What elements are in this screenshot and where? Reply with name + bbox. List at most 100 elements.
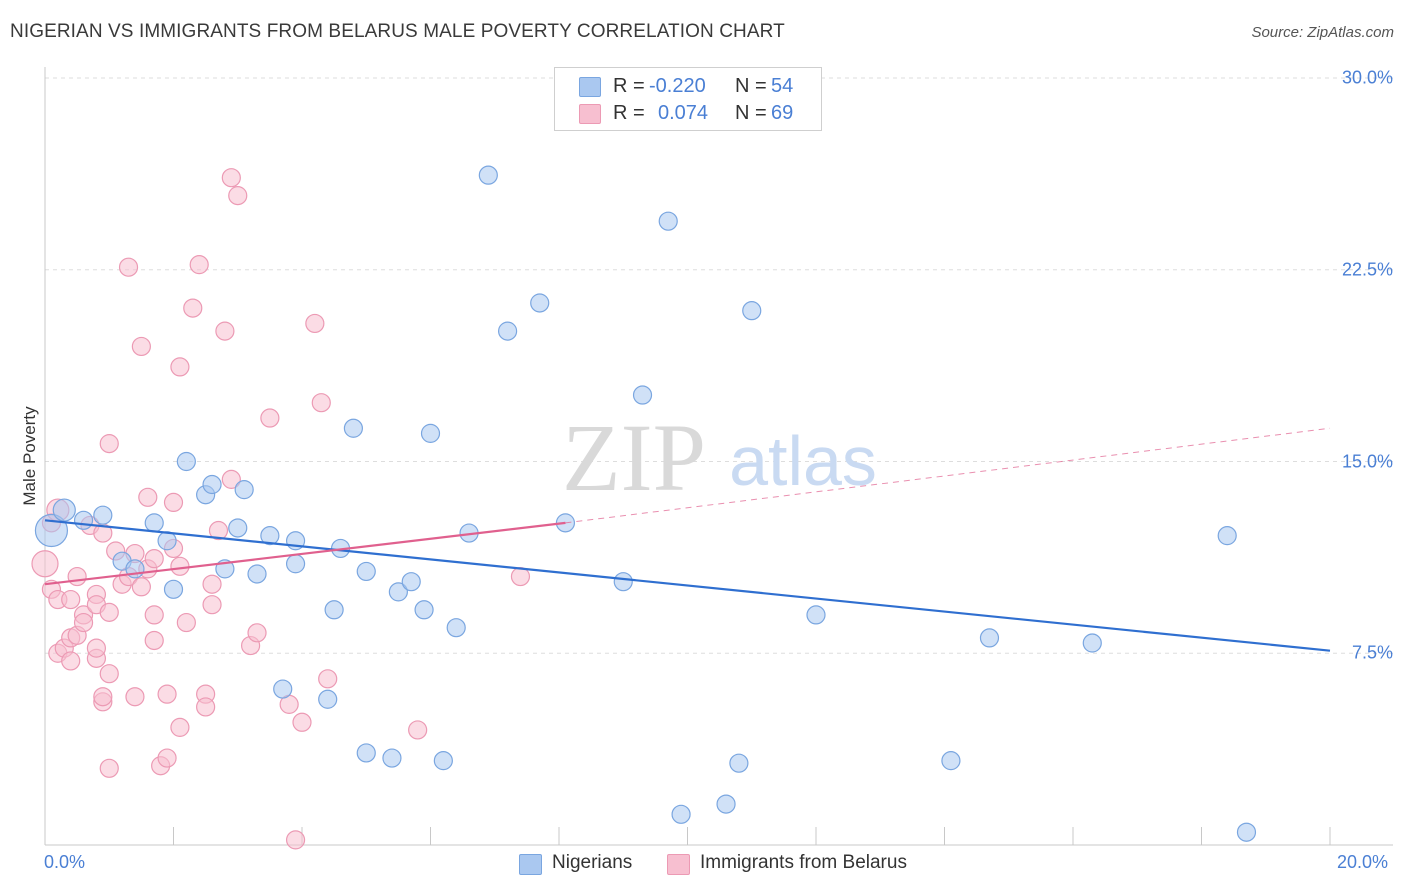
legend-row-nigerians: R = -0.220 N = 54 bbox=[555, 73, 821, 99]
series-nigerians bbox=[34, 165, 1257, 842]
r-value: 0.074 bbox=[658, 102, 709, 124]
data-point bbox=[31, 550, 59, 578]
data-point bbox=[408, 720, 428, 740]
trend-line-belarus-extension bbox=[565, 427, 1331, 524]
data-point bbox=[157, 684, 177, 704]
correlation-legend: R = -0.220 N = 54 R = 0.074 N = 69 bbox=[554, 67, 822, 131]
data-point bbox=[311, 393, 331, 413]
legend-swatch-pink bbox=[579, 104, 601, 124]
watermark: ZIP atlas bbox=[562, 404, 877, 511]
data-point bbox=[260, 408, 280, 428]
data-point bbox=[163, 492, 184, 513]
legend-swatch-nigerians bbox=[519, 854, 542, 875]
trend-line-nigerians bbox=[44, 519, 1331, 652]
data-point bbox=[99, 664, 119, 684]
gridlines bbox=[45, 77, 1393, 654]
data-point bbox=[131, 336, 151, 357]
y-tick-label: 7.5% bbox=[1351, 642, 1393, 663]
data-point bbox=[157, 748, 177, 768]
data-point bbox=[420, 423, 441, 443]
data-point bbox=[176, 612, 196, 633]
data-point bbox=[941, 751, 961, 771]
data-point bbox=[742, 301, 762, 321]
data-point bbox=[446, 618, 466, 638]
n-value: 69 bbox=[771, 102, 794, 124]
data-point bbox=[202, 574, 222, 594]
legend-swatch-belarus bbox=[667, 854, 690, 875]
legend-row-belarus: R = 0.074 N = 69 bbox=[555, 100, 821, 126]
data-point bbox=[247, 564, 267, 584]
data-point bbox=[247, 623, 267, 643]
data-point bbox=[318, 669, 338, 689]
data-point bbox=[93, 687, 113, 707]
data-point bbox=[99, 758, 119, 778]
data-point bbox=[221, 168, 241, 188]
data-point bbox=[324, 600, 344, 620]
r-label: R = bbox=[613, 75, 645, 97]
data-point bbox=[806, 605, 826, 625]
legend-label-nigerians: Nigerians bbox=[552, 852, 633, 873]
n-value: 54 bbox=[771, 75, 794, 97]
data-point bbox=[170, 357, 190, 377]
x-tick-min: 0.0% bbox=[44, 852, 86, 872]
data-point bbox=[73, 510, 94, 530]
axes bbox=[44, 67, 1393, 846]
x-tick-max: 20.0% bbox=[1337, 852, 1389, 872]
data-point bbox=[305, 313, 325, 334]
data-point bbox=[170, 556, 190, 576]
data-point bbox=[388, 582, 408, 602]
data-point bbox=[144, 605, 164, 625]
data-point bbox=[356, 561, 376, 582]
data-point bbox=[671, 804, 691, 824]
data-point bbox=[215, 321, 235, 341]
data-point bbox=[273, 679, 293, 699]
data-point bbox=[125, 687, 145, 707]
data-point bbox=[99, 434, 119, 454]
data-point bbox=[382, 748, 402, 768]
data-point bbox=[67, 566, 87, 587]
n-label: N = bbox=[735, 102, 767, 124]
data-point bbox=[343, 418, 363, 438]
series-legend: Nigerians Immigrants from Belarus bbox=[0, 851, 1406, 877]
data-point bbox=[1236, 822, 1257, 842]
data-point bbox=[157, 531, 177, 551]
data-point bbox=[414, 600, 434, 620]
data-point bbox=[52, 498, 76, 522]
data-point bbox=[658, 211, 678, 231]
y-tick-label: 15.0% bbox=[1341, 451, 1393, 471]
data-point bbox=[1082, 633, 1102, 653]
data-point bbox=[716, 794, 736, 814]
data-point bbox=[292, 712, 312, 732]
y-tick-label: 22.5% bbox=[1341, 259, 1393, 280]
data-point bbox=[260, 526, 280, 546]
data-point bbox=[478, 165, 498, 185]
data-point bbox=[979, 628, 1000, 648]
data-point bbox=[196, 697, 216, 717]
data-point bbox=[632, 385, 653, 405]
data-point bbox=[285, 554, 306, 574]
data-point bbox=[234, 480, 254, 500]
data-point bbox=[61, 651, 81, 671]
data-point bbox=[99, 602, 119, 622]
data-point bbox=[202, 595, 222, 615]
data-point bbox=[73, 612, 94, 633]
chart-title: NIGERIAN VS IMMIGRANTS FROM BELARUS MALE… bbox=[10, 21, 785, 42]
data-point bbox=[176, 451, 196, 472]
series-immigrants-from-belarus bbox=[31, 168, 531, 850]
y-tick-label: 30.0% bbox=[1341, 67, 1393, 88]
data-point bbox=[131, 577, 151, 597]
data-point bbox=[61, 589, 81, 610]
data-point bbox=[318, 689, 338, 709]
data-point bbox=[498, 321, 518, 341]
data-point bbox=[356, 743, 376, 763]
data-point bbox=[285, 830, 306, 850]
r-label: R = bbox=[613, 102, 645, 124]
data-point bbox=[138, 487, 158, 507]
data-point bbox=[208, 520, 229, 541]
source-credit: Source: ZipAtlas.com bbox=[1251, 24, 1394, 41]
data-point bbox=[144, 630, 164, 651]
data-point bbox=[1217, 526, 1237, 546]
data-point bbox=[183, 298, 203, 318]
data-point bbox=[729, 753, 749, 773]
data-point bbox=[144, 549, 164, 569]
